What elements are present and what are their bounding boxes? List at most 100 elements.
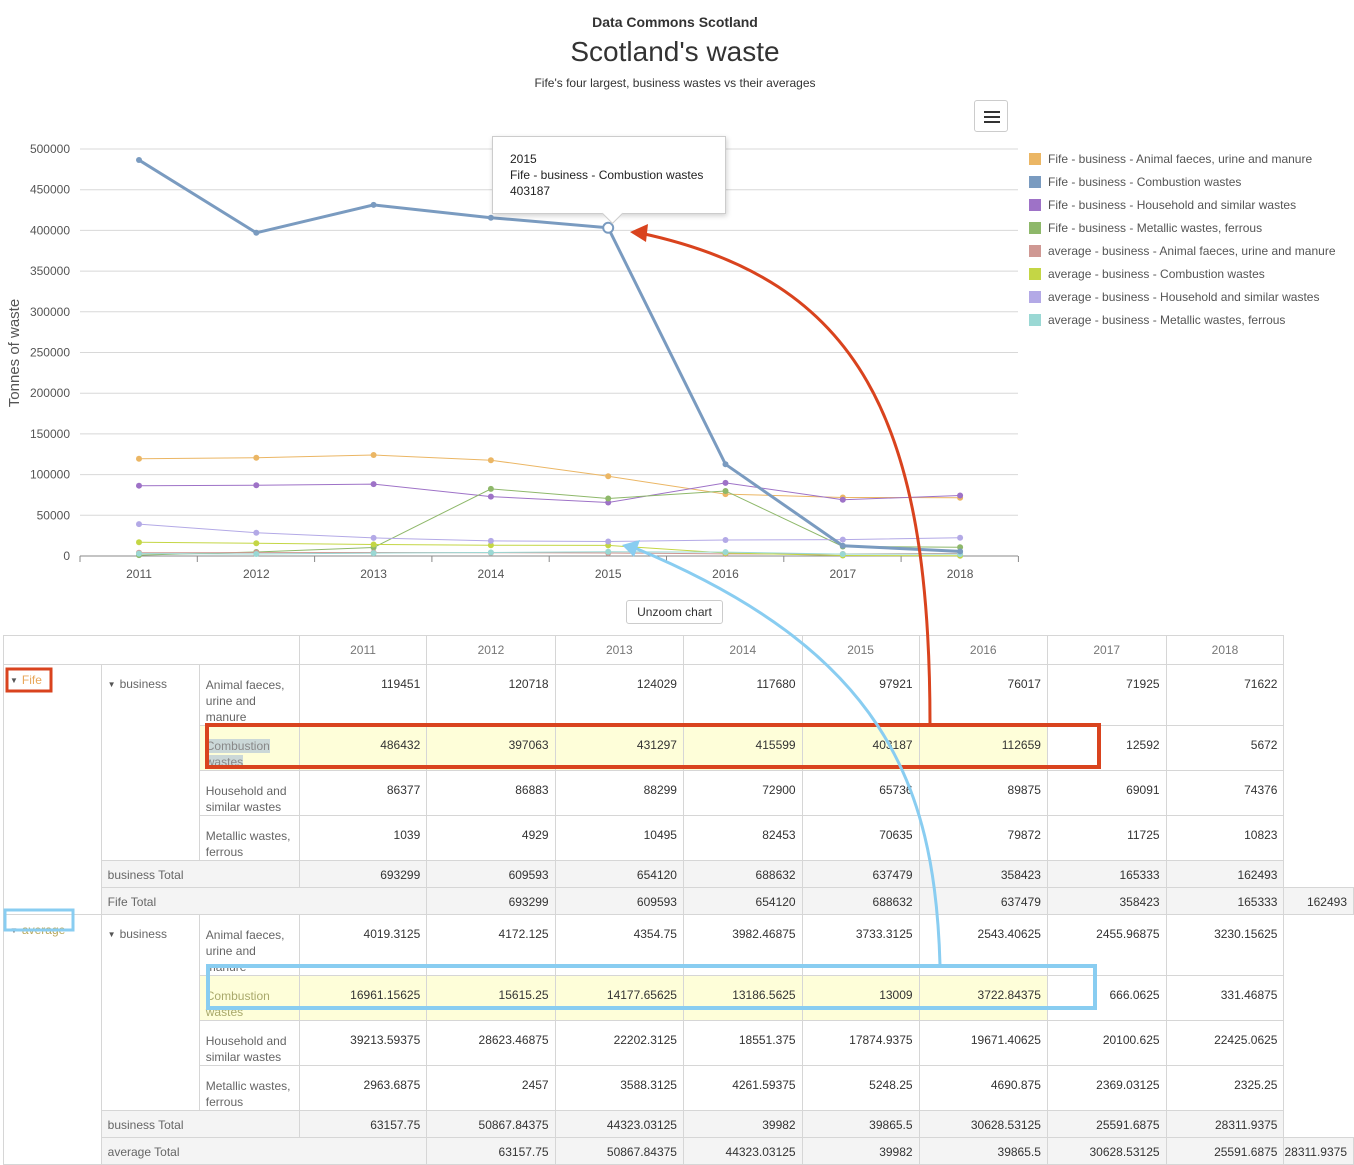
table-cell: 431297 [554, 725, 684, 771]
table-cell: 5672 [1165, 725, 1285, 771]
table-cell: 4261.59375 [682, 1065, 803, 1111]
data-point [370, 201, 377, 208]
table-cell: 10495 [554, 815, 684, 861]
table-cell: 4354.75 [554, 914, 684, 976]
subtotal-cell: 63157.75 [298, 1110, 428, 1138]
table-cell: 74376 [1165, 770, 1285, 816]
table-cell: 2543.40625 [918, 914, 1048, 976]
column-header[interactable]: 2014 [682, 635, 803, 665]
row-label[interactable]: Combustion wastes [198, 725, 300, 771]
group-header-fife[interactable]: ▼ Fife [3, 664, 102, 915]
table-cell: 89875 [918, 770, 1048, 816]
group-label: average [21, 923, 66, 937]
y-tick-label: 50000 [37, 508, 71, 522]
collapse-caret-icon[interactable]: ▼ [10, 926, 18, 935]
table-row: Household and similar wastes 86377 86883 88… [4, 770, 1354, 816]
collapse-caret-icon[interactable]: ▼ [107, 930, 116, 939]
chart-menu-button[interactable] [974, 100, 1008, 132]
subgroup-header-business[interactable]: ▼ business [100, 664, 200, 861]
y-tick-label: 300000 [30, 305, 70, 319]
column-header[interactable]: 2016 [918, 635, 1048, 665]
table-cell: 3230.15625 [1165, 914, 1285, 976]
y-tick-label: 200000 [30, 386, 70, 400]
table-cell: 70635 [801, 815, 920, 861]
table-toolbar-cell [3, 635, 300, 665]
table-cell: 666.0625 [1046, 975, 1167, 1021]
legend-item[interactable]: average - business - Household and simil… [1029, 290, 1336, 313]
data-point [370, 534, 377, 541]
total-cell: 50867.84375 [554, 1137, 684, 1165]
table-cell: 119451 [298, 664, 428, 726]
legend-swatch [1029, 199, 1041, 211]
collapse-caret-icon[interactable]: ▼ [10, 676, 18, 685]
table-cell: 76017 [918, 664, 1048, 726]
legend-label: Fife - business - Combustion wastes [1048, 175, 1242, 189]
subgroup-header-business[interactable]: ▼ business [100, 914, 200, 1111]
legend-item[interactable]: average - business - Animal faeces, urin… [1029, 244, 1336, 267]
legend-item[interactable]: Fife - business - Household and similar … [1029, 198, 1336, 221]
data-point [957, 492, 964, 499]
table-cell: 120718 [426, 664, 556, 726]
data-point [253, 229, 260, 236]
chart-subtitle: Fife's four largest, business wastes vs … [534, 76, 816, 90]
legend-item[interactable]: average - business - Combustion wastes [1029, 267, 1336, 290]
tooltip-series: Fife - business - Combustion wastes [510, 168, 704, 182]
legend-item[interactable]: Fife - business - Combustion wastes [1029, 175, 1336, 198]
column-header[interactable]: 2017 [1046, 635, 1167, 665]
x-tick-label: 2018 [947, 567, 974, 581]
collapse-caret-icon[interactable]: ▼ [107, 680, 116, 689]
row-label[interactable]: Combustion wastes [198, 975, 300, 1021]
row-label[interactable]: Household and similar wastes [198, 770, 300, 816]
row-label[interactable]: Animal faeces, urine and manure [198, 664, 300, 726]
group-header-average[interactable]: ▼ average [3, 914, 102, 1165]
total-cell: 28311.9375 [1283, 1137, 1354, 1165]
data-point [487, 549, 494, 556]
table-cell: 397063 [426, 725, 556, 771]
legend-item[interactable]: Fife - business - Metallic wastes, ferro… [1029, 221, 1336, 244]
row-label[interactable]: Metallic wastes, ferrous [198, 815, 300, 861]
data-point [722, 487, 729, 494]
legend-swatch [1029, 291, 1041, 303]
column-header[interactable]: 2012 [426, 635, 556, 665]
column-header[interactable]: 2011 [298, 635, 428, 665]
table-cell: 112659 [918, 725, 1048, 771]
subtotal-cell: 25591.6875 [1046, 1110, 1167, 1138]
subgroup-label: business [119, 677, 167, 691]
table-cell: 11725 [1046, 815, 1167, 861]
data-point [253, 529, 260, 536]
table-cell: 2369.03125 [1046, 1065, 1167, 1111]
subtotal-cell: 654120 [554, 860, 684, 888]
table-cell: 71622 [1165, 664, 1285, 726]
total-row: average Total 63157.75 50867.84375 44323.03… [4, 1137, 1354, 1165]
series-line [138, 454, 961, 499]
x-tick-label: 2012 [243, 567, 270, 581]
subtotal-cell: 165333 [1046, 860, 1167, 888]
row-label[interactable]: Household and similar wastes [198, 1020, 300, 1066]
table-cell: 22202.3125 [554, 1020, 684, 1066]
row-label[interactable]: Metallic wastes, ferrous [198, 1065, 300, 1111]
total-label: Fife Total [100, 887, 428, 915]
table-cell: 86883 [426, 770, 556, 816]
series-line [138, 523, 961, 542]
legend-item[interactable]: Fife - business - Animal faeces, urine a… [1029, 152, 1336, 175]
table-cell: 28623.46875 [426, 1020, 556, 1066]
table-cell: 3733.3125 [801, 914, 920, 976]
column-header[interactable]: 2018 [1165, 635, 1285, 665]
column-header[interactable]: 2015 [801, 635, 920, 665]
table-cell: 16961.15625 [298, 975, 428, 1021]
table-cell: 2457 [426, 1065, 556, 1111]
row-label[interactable]: Animal faeces, urine and manure [198, 914, 300, 976]
table-cell: 3588.3125 [554, 1065, 684, 1111]
data-point [253, 540, 260, 547]
table-row: Household and similar wastes 39213.59375 2… [4, 1020, 1354, 1066]
subtotal-cell: 39982 [682, 1110, 803, 1138]
unzoom-chart-button[interactable]: Unzoom chart [626, 600, 723, 624]
data-point [487, 457, 494, 464]
column-header[interactable]: 2013 [554, 635, 684, 665]
legend-swatch [1029, 222, 1041, 234]
table-cell: 82453 [682, 815, 803, 861]
legend-item[interactable]: average - business - Metallic wastes, fe… [1029, 313, 1336, 336]
data-point [370, 481, 377, 488]
hover-marker [602, 221, 615, 234]
data-point [839, 551, 846, 558]
